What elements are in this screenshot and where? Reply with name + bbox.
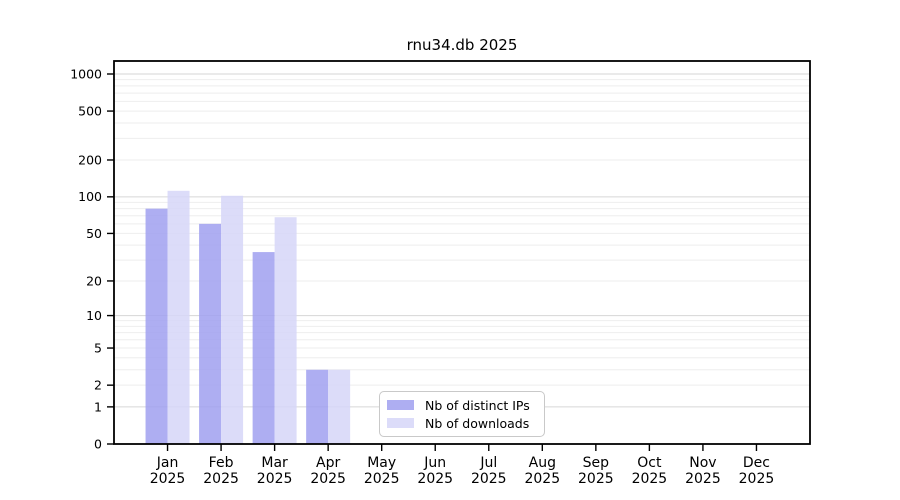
y-tick-label: 1000 [70, 66, 102, 81]
x-tick-label: Jun [423, 455, 446, 471]
bar-ips-Mar [252, 252, 275, 444]
y-tick-label: 100 [78, 189, 102, 204]
x-tick-label: Dec [743, 455, 770, 471]
y-tick-label: 500 [78, 103, 102, 118]
legend-item: Nb of downloads [387, 416, 544, 431]
bar-downloads-Jan [167, 190, 190, 444]
y-tick-label: 10 [86, 308, 102, 323]
bar-downloads-Mar [274, 217, 297, 444]
legend-swatch-distinct-ips-icon [387, 400, 414, 410]
x-tick-year-label: 2025 [257, 471, 293, 487]
x-tick-label: Jul [479, 455, 497, 471]
x-tick-year-label: 2025 [471, 471, 507, 487]
y-tick-label: 50 [86, 226, 102, 241]
x-tick-label: Oct [637, 455, 662, 471]
bar-ips-Apr [306, 369, 329, 444]
y-tick-label: 200 [78, 152, 102, 167]
x-tick-label: Aug [529, 455, 556, 471]
legend-label-downloads: Nb of downloads [425, 415, 530, 431]
x-tick-year-label: 2025 [632, 471, 668, 487]
legend-label-distinct-ips: Nb of distinct IPs [425, 397, 530, 413]
x-tick-year-label: 2025 [578, 471, 614, 487]
y-tick-label: 0 [94, 436, 102, 451]
x-tick-year-label: 2025 [685, 471, 721, 487]
x-tick-label: Apr [316, 455, 340, 471]
x-tick-label: May [367, 455, 396, 471]
x-tick-year-label: 2025 [203, 471, 239, 487]
x-tick-label: Feb [209, 455, 234, 471]
x-tick-year-label: 2025 [417, 471, 453, 487]
x-tick-label: Jan [156, 455, 179, 471]
x-tick-label: Mar [261, 455, 288, 471]
y-tick-label: 1 [94, 399, 102, 414]
bar-downloads-Apr [328, 369, 351, 444]
legend: Nb of distinct IPs Nb of downloads [379, 391, 545, 437]
x-tick-label: Sep [583, 455, 610, 471]
bar-downloads-Feb [221, 195, 244, 444]
x-tick-label: Nov [689, 455, 716, 471]
y-tick-label: 5 [94, 340, 102, 355]
y-tick-label: 2 [94, 378, 102, 393]
x-tick-year-label: 2025 [524, 471, 560, 487]
x-tick-year-label: 2025 [364, 471, 400, 487]
y-tick-label: 20 [86, 273, 102, 288]
bar-ips-Jan [145, 208, 168, 444]
x-tick-year-label: 2025 [150, 471, 186, 487]
x-tick-year-label: 2025 [739, 471, 775, 487]
x-tick-year-label: 2025 [310, 471, 346, 487]
legend-swatch-downloads-icon [387, 418, 414, 428]
legend-item: Nb of distinct IPs [387, 398, 544, 413]
chart-title: rnu34.db 2025 [406, 36, 518, 54]
axis-frame [113, 60, 811, 445]
bar-ips-Feb [199, 223, 222, 444]
